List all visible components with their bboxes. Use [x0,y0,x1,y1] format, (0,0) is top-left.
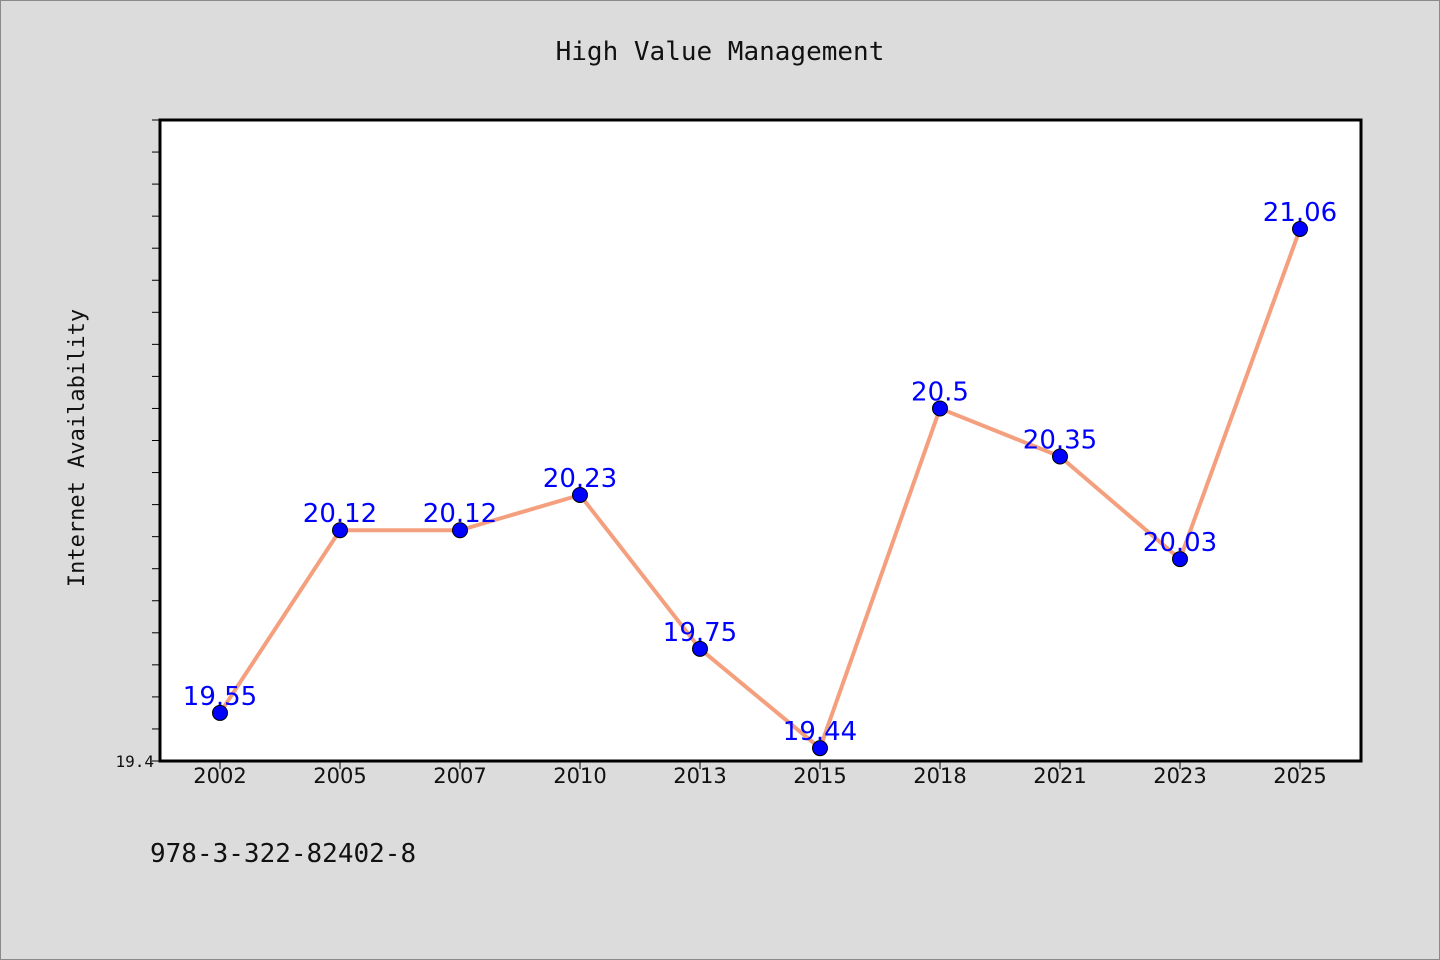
data-label: 20.03 [1143,528,1217,558]
x-axis-ticks: 2002 2005 2007 2010 2013 2015 2018 2021 2023 2025 [193,761,1327,788]
x-tick-label: 2025 [1273,764,1326,788]
x-tick-label: 2018 [913,764,966,788]
data-point [212,704,228,721]
y-axis-ticks: 19.4 [115,119,160,771]
data-point [452,522,468,539]
x-tick-label: 2007 [433,764,486,788]
data-labels: 19.55 20.12 20.12 20.23 19.75 19.44 20.5 20.35 2… [183,198,1337,747]
y-tick-label: 19.4 [115,752,154,771]
plot-area [160,120,1361,761]
x-tick-label: 2005 [313,764,366,788]
data-label: 20.5 [911,377,969,407]
data-label: 20.12 [423,499,497,529]
isbn-footer: 978-3-322-82402-8 [150,839,416,869]
data-label: 19.55 [183,682,257,712]
data-point [932,400,948,417]
chart-title: High Value Management [556,37,885,67]
data-point [812,740,828,757]
data-point [692,640,708,657]
data-label: 19.75 [663,618,737,648]
data-point [332,522,348,539]
x-tick-label: 2002 [193,764,246,788]
data-point [1052,448,1068,465]
plot-border [158,118,1363,763]
x-tick-label: 2015 [793,764,846,788]
data-point [1172,551,1188,568]
data-label: 20.35 [1023,426,1097,456]
x-tick-label: 2010 [553,764,606,788]
x-tick-label: 2023 [1153,764,1206,788]
data-label: 21.06 [1263,198,1337,228]
x-tick-label: 2013 [673,764,726,788]
y-axis-label: Internet Availability [65,309,90,587]
data-label: 20.23 [543,464,617,494]
data-point [1292,220,1308,237]
series-line [218,228,1302,751]
data-label: 20.12 [303,499,377,529]
data-label: 19.44 [783,717,857,747]
x-tick-label: 2021 [1033,764,1086,788]
data-markers [212,220,1308,757]
data-point [572,486,588,503]
